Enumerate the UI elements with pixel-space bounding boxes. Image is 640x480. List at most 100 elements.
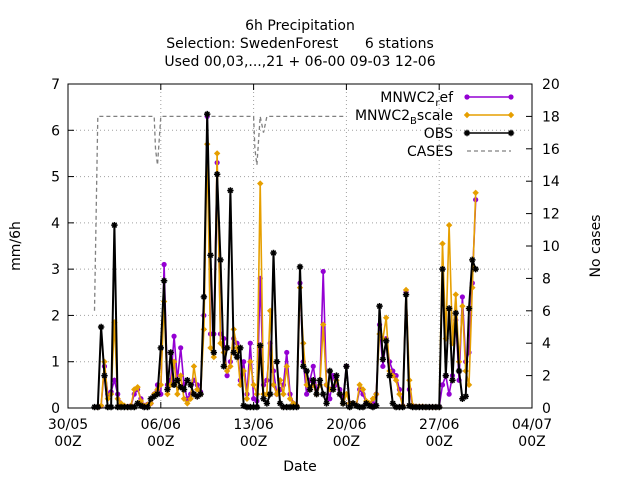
x-tick-label: 00Z (518, 434, 545, 450)
data-point (280, 390, 287, 398)
data-point (194, 386, 201, 393)
data-point (349, 400, 357, 407)
data-point (223, 367, 231, 375)
axes: 30/0500Z06/0600Z13/0600Z20/0600Z27/0600Z… (48, 77, 560, 450)
x-tick-label: 20/06 (326, 417, 366, 433)
legend-entry: MNWC2Bscale (355, 108, 515, 127)
data-point (180, 386, 188, 393)
x-tick-label: 00Z (240, 434, 267, 450)
data-point (147, 395, 155, 402)
data-point (402, 286, 410, 294)
legend-marker (464, 94, 470, 100)
data-point (178, 345, 184, 351)
y2-tick-label: 10 (542, 239, 560, 255)
legend-entry: CASES (407, 144, 511, 160)
data-point (320, 390, 327, 398)
data-point (452, 309, 459, 317)
data-point (237, 344, 244, 352)
data-point (472, 265, 479, 273)
data-point (416, 403, 423, 411)
data-point (270, 249, 277, 257)
data-point (257, 342, 264, 349)
legend-marker (508, 94, 514, 100)
x-tick-label: 13/06 (233, 417, 273, 433)
data-point (174, 390, 181, 398)
legend-label: MNWC2Bscale (355, 108, 453, 127)
data-point (187, 381, 194, 389)
data-point (446, 391, 452, 397)
legend-label: OBS (424, 126, 453, 142)
data-point (465, 305, 473, 312)
data-point (399, 403, 406, 411)
data-point (177, 372, 184, 379)
series-mnwc2-bscale (94, 140, 479, 411)
y2-tick-label: 18 (542, 109, 560, 125)
data-point (150, 393, 158, 400)
data-point (369, 395, 377, 402)
data-point (263, 400, 271, 407)
data-point (111, 221, 118, 229)
data-point (190, 390, 198, 398)
data-point (356, 403, 363, 411)
series-layer (91, 110, 479, 411)
data-point (376, 302, 383, 310)
data-point (127, 403, 135, 411)
data-point (107, 403, 115, 411)
data-point (144, 403, 151, 411)
data-point (247, 358, 254, 365)
data-point (286, 395, 294, 402)
data-point (141, 403, 148, 411)
data-point (326, 367, 334, 375)
y2-tick-label: 8 (542, 271, 551, 287)
series-obs (91, 110, 479, 411)
data-point (419, 403, 426, 411)
data-point (286, 403, 294, 411)
data-point (243, 403, 251, 411)
chart-title: 6h Precipitation Selection: SwedenForest… (164, 18, 435, 70)
data-point (164, 386, 171, 393)
data-point (157, 344, 164, 352)
data-point (280, 403, 287, 411)
data-point (392, 377, 400, 384)
title-line-1: 6h Precipitation (245, 18, 355, 34)
data-point (213, 150, 221, 157)
data-point (227, 363, 234, 370)
y2-tick-label: 0 (542, 401, 551, 417)
data-point (257, 180, 264, 187)
data-point (379, 356, 387, 363)
data-point (200, 326, 208, 333)
data-point (290, 403, 297, 411)
data-point (243, 395, 251, 402)
y-axis-label: mm/6h (8, 221, 24, 271)
data-point (270, 381, 277, 389)
data-point (164, 390, 171, 398)
data-point (266, 390, 274, 398)
data-point (465, 381, 473, 389)
data-point (296, 263, 304, 271)
data-point (327, 396, 333, 402)
data-point (147, 400, 155, 407)
data-point (343, 363, 350, 370)
data-point (439, 382, 446, 388)
data-point (200, 293, 208, 301)
data-point (359, 386, 367, 393)
y-tick-label: 7 (51, 77, 60, 93)
data-point (170, 381, 178, 389)
data-point (217, 256, 224, 264)
data-point (284, 349, 290, 356)
data-point (300, 363, 307, 370)
y2-tick-label: 4 (542, 336, 551, 352)
data-point (455, 367, 463, 375)
data-point (412, 403, 420, 411)
data-point (134, 383, 141, 391)
data-point (97, 323, 105, 331)
data-point (220, 363, 227, 370)
data-point (160, 277, 168, 284)
y2-tick-label: 16 (542, 142, 560, 158)
plot-frame (67, 83, 533, 409)
grid (68, 84, 532, 408)
data-point (184, 396, 190, 402)
data-point (207, 252, 214, 259)
data-point (363, 400, 370, 407)
